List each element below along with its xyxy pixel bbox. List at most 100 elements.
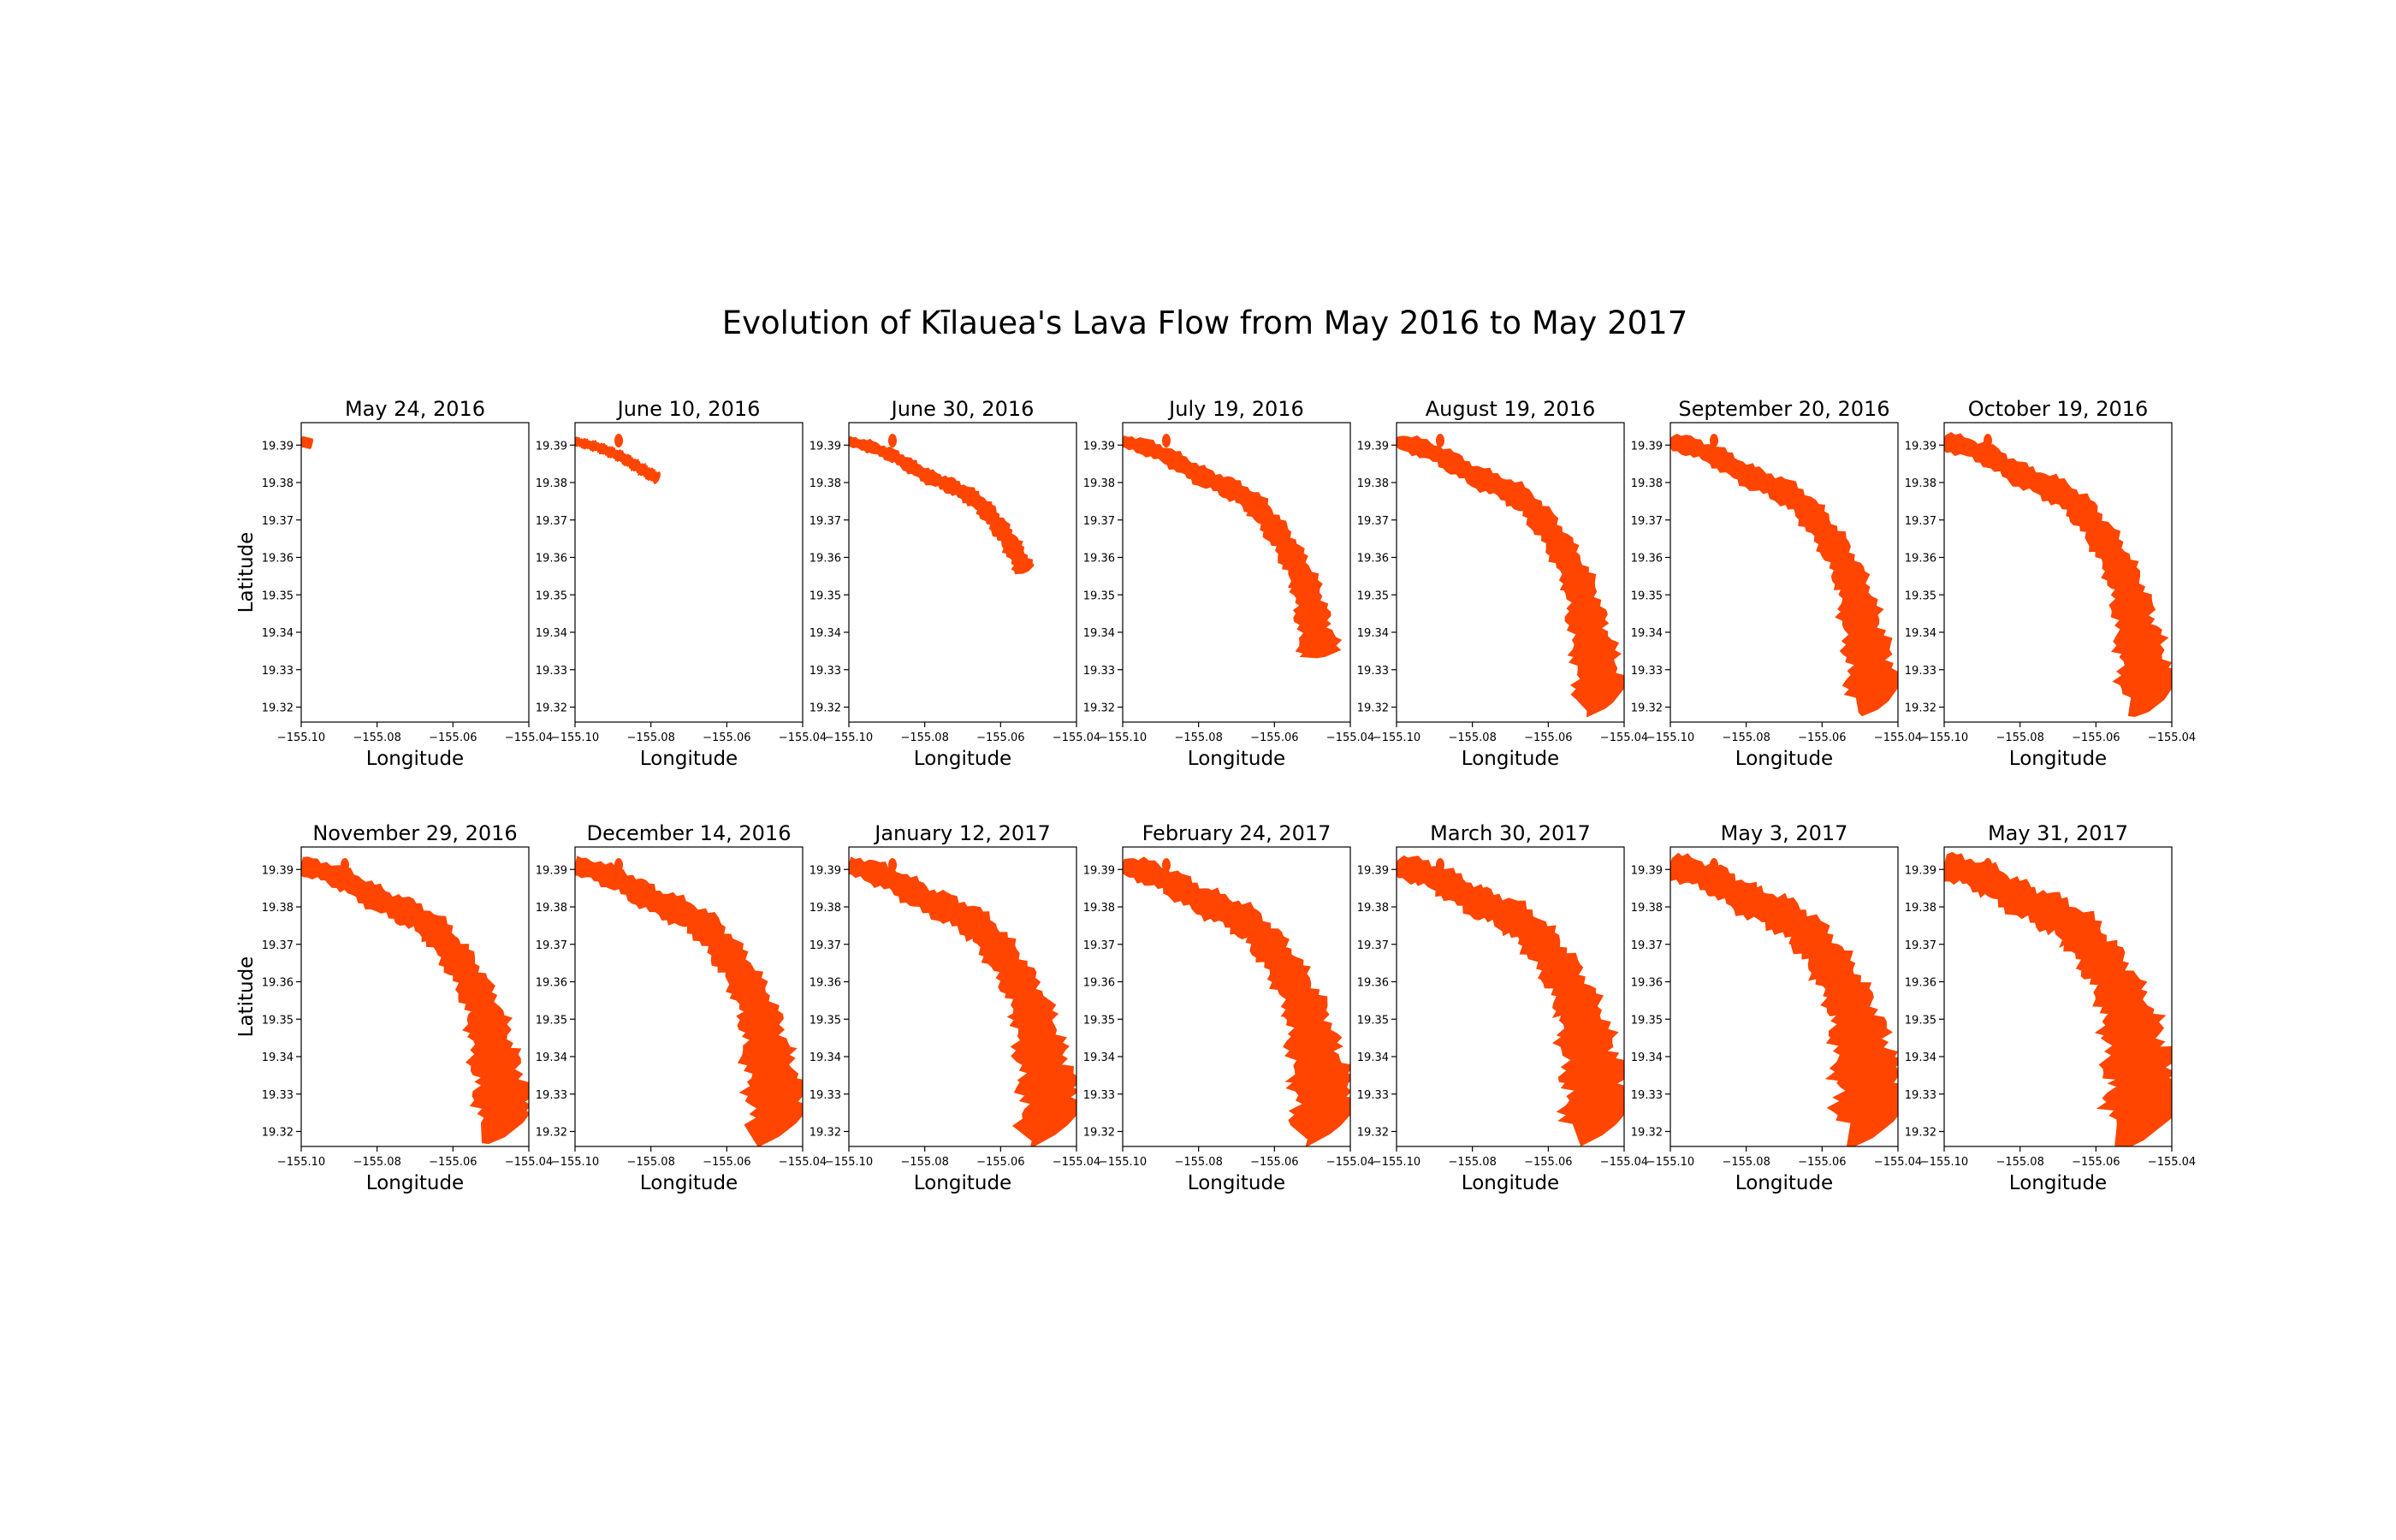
vent-spatter	[1983, 858, 1992, 872]
y-tick-label: 19.38	[1083, 477, 1115, 490]
vent-spatter	[1161, 858, 1171, 872]
x-tick-label: −155.04	[779, 1156, 827, 1169]
y-tick-label: 19.32	[810, 1127, 841, 1140]
y-tick-label: 19.35	[1905, 589, 1936, 602]
y-tick-label: 19.35	[1631, 589, 1663, 602]
x-tick-label: −155.06	[429, 732, 477, 744]
y-tick-label: 19.32	[1905, 1127, 1936, 1140]
y-tick-label: 19.39	[1083, 440, 1115, 453]
x-tick-label: −155.08	[1174, 1156, 1222, 1169]
x-tick-label: −155.08	[1448, 732, 1496, 744]
map-panel: March 30, 2017 −155.10 −155.08 −155.06 −155.…	[1357, 821, 1648, 1194]
axes-frame	[1396, 846, 1625, 1147]
y-tick-label: 19.36	[262, 977, 294, 990]
panel-title: August 19, 2016	[1426, 397, 1596, 421]
y-tick-label: 19.37	[1905, 939, 1936, 952]
y-tick-label: 19.39	[1631, 440, 1663, 453]
x-tick-label: −155.10	[825, 1156, 873, 1169]
lava-flow-group	[575, 856, 803, 1146]
map-panel: June 10, 2016 −155.10 −155.08 −155.06 −155.0…	[536, 397, 827, 770]
y-tick-label: 19.37	[810, 515, 841, 528]
panel-title: February 24, 2017	[1142, 821, 1331, 845]
x-axis-label: Longitude	[914, 1172, 1011, 1194]
y-tick-label: 19.36	[536, 977, 567, 990]
x-tick-label: −155.08	[1996, 1156, 2043, 1169]
y-axis-label: Latitude	[235, 957, 258, 1038]
vent-spatter	[340, 858, 349, 872]
y-tick-label: 19.35	[262, 1014, 294, 1027]
axes-frame	[1122, 422, 1351, 723]
x-tick-label: −155.10	[277, 732, 325, 744]
x-tick-label: −155.08	[900, 732, 948, 744]
lava-flow	[1123, 435, 1343, 659]
x-axis-label: Longitude	[2009, 748, 2107, 770]
y-tick-label: 19.32	[1083, 702, 1115, 715]
panel-title: May 24, 2016	[345, 397, 485, 421]
y-tick-label: 19.36	[536, 553, 567, 566]
y-tick-label: 19.36	[1905, 977, 1936, 990]
lava-flow	[849, 435, 1035, 575]
vent-spatter	[614, 434, 623, 447]
map-panel: August 19, 2016 −155.10 −155.08 −155.06 −155…	[1357, 397, 1648, 770]
map-panel: February 24, 2017 −155.10 −155.08 −155.06 −1…	[1083, 821, 1374, 1194]
x-tick-label: −155.04	[1053, 1156, 1100, 1169]
x-tick-label: −155.06	[1250, 1156, 1298, 1169]
y-tick-label: 19.37	[262, 515, 294, 528]
map-panel: October 19, 2016 −155.10 −155.08 −155.06 −15…	[1905, 397, 2196, 770]
y-tick-label: 19.33	[1083, 1089, 1115, 1102]
y-tick-label: 19.33	[810, 665, 841, 678]
map-panel: June 30, 2016 −155.10 −155.08 −155.06 −155.0…	[810, 397, 1100, 770]
y-tick-label: 19.32	[536, 1127, 567, 1140]
y-tick-label: 19.36	[810, 977, 841, 990]
axes-frame	[848, 422, 1077, 723]
y-tick-label: 19.36	[262, 553, 294, 566]
y-tick-label: 19.35	[1357, 589, 1389, 602]
panel-title: May 3, 2017	[1721, 821, 1848, 845]
y-tick-label: 19.38	[1631, 477, 1663, 490]
y-tick-label: 19.38	[262, 902, 294, 915]
y-tick-label: 19.35	[1083, 1014, 1115, 1027]
y-tick-label: 19.36	[1083, 977, 1115, 990]
y-tick-label: 19.39	[262, 864, 294, 877]
map-panel: May 31, 2017 −155.10 −155.08 −155.06 −155.04…	[1905, 821, 2196, 1194]
y-tick-label: 19.34	[1631, 627, 1663, 640]
y-tick-label: 19.39	[536, 440, 567, 453]
lava-flow	[1944, 851, 2172, 1146]
lava-flow-group	[849, 434, 1035, 575]
x-tick-label: −155.08	[626, 732, 674, 744]
y-tick-label: 19.37	[1357, 939, 1389, 952]
x-axis-label: Longitude	[1735, 1172, 1833, 1194]
x-axis-label: Longitude	[1735, 748, 1833, 770]
axes-frame	[1396, 422, 1625, 723]
x-tick-label: −155.06	[2072, 1156, 2120, 1169]
panel-title: March 30, 2017	[1430, 821, 1591, 845]
y-tick-label: 19.36	[810, 553, 841, 566]
x-tick-label: −155.08	[1722, 732, 1770, 744]
x-axis-label: Longitude	[1462, 748, 1559, 770]
axes-frame	[1669, 422, 1899, 723]
vent-spatter	[887, 434, 897, 447]
x-tick-label: −155.10	[1920, 732, 1968, 744]
y-tick-label: 19.33	[1357, 665, 1389, 678]
x-tick-label: −155.06	[1798, 1156, 1846, 1169]
map-panel: May 24, 2016 −155.10 −155.08 −155.06 −155.04…	[235, 397, 553, 770]
y-tick-label: 19.34	[810, 1051, 841, 1064]
y-tick-label: 19.33	[810, 1089, 841, 1102]
y-tick-label: 19.32	[1357, 1127, 1389, 1140]
lava-flow-group	[1123, 434, 1343, 659]
x-axis-label: Longitude	[640, 748, 738, 770]
x-tick-label: −155.08	[1722, 1156, 1770, 1169]
x-tick-label: −155.04	[2148, 732, 2196, 744]
x-tick-label: −155.04	[1600, 1156, 1648, 1169]
y-tick-label: 19.37	[1631, 515, 1663, 528]
y-tick-label: 19.37	[1083, 515, 1115, 528]
panel-title: July 19, 2016	[1167, 397, 1304, 421]
x-tick-label: −155.06	[976, 1156, 1024, 1169]
y-tick-label: 19.37	[262, 939, 294, 952]
lava-flow	[1397, 435, 1624, 718]
y-tick-label: 19.35	[1905, 1014, 1936, 1027]
y-tick-label: 19.38	[536, 477, 567, 490]
y-tick-label: 19.32	[810, 702, 841, 715]
x-tick-label: −155.10	[551, 732, 599, 744]
